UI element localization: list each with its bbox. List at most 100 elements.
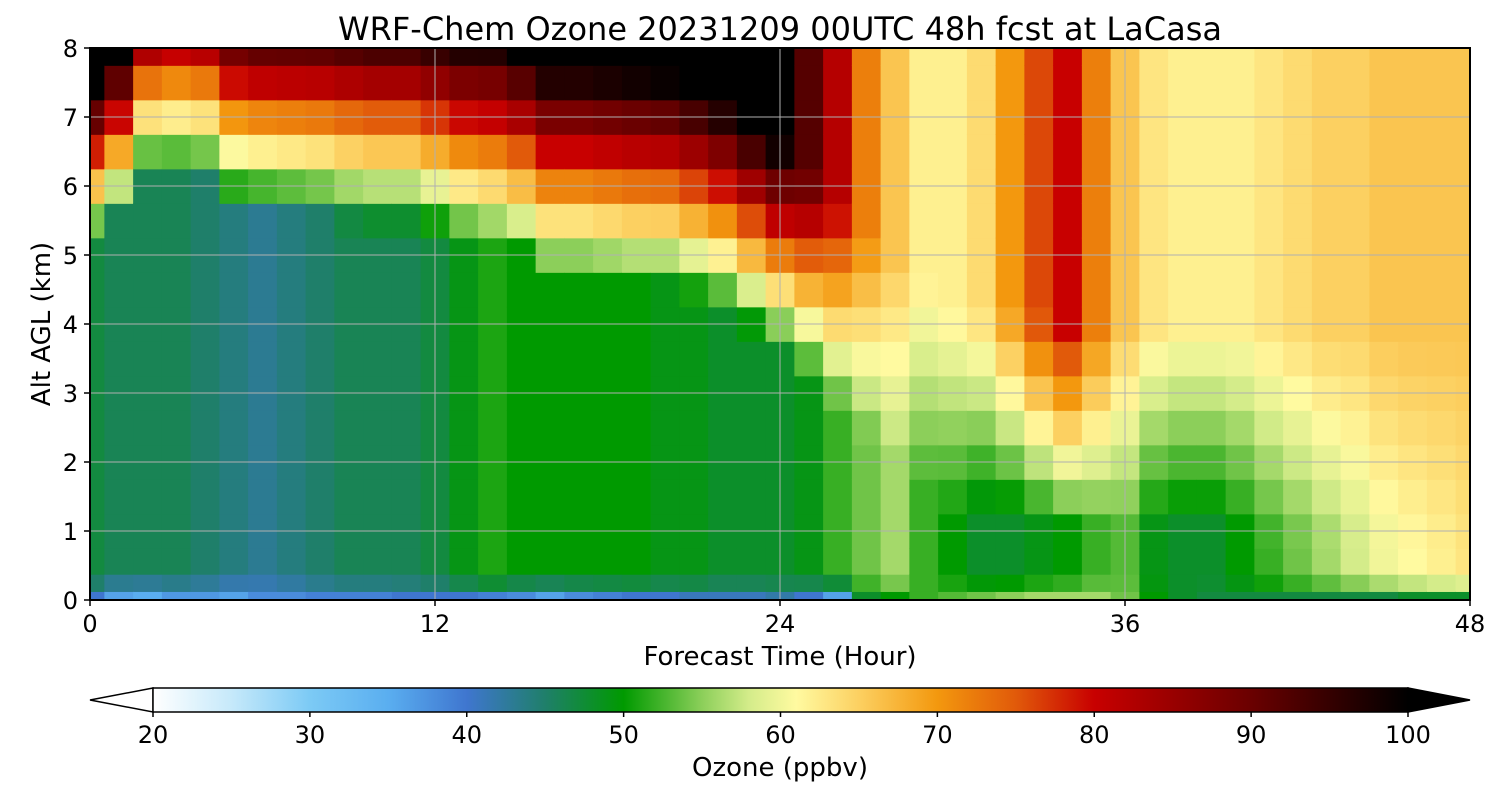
heatmap-cell <box>1139 548 1169 575</box>
heatmap-cell <box>794 479 824 515</box>
heatmap-cell <box>104 203 134 239</box>
heatmap-cell <box>506 134 537 170</box>
heatmap-cell <box>506 410 537 446</box>
heatmap-cell <box>104 272 134 308</box>
heatmap-cell <box>708 479 738 515</box>
heatmap-cell <box>1053 574 1083 592</box>
heatmap-cell <box>449 574 479 592</box>
heatmap-cell <box>1168 410 1198 446</box>
heatmap-cell <box>1225 591 1255 600</box>
heatmap-cell <box>190 48 220 66</box>
heatmap-cell <box>1426 48 1457 66</box>
heatmap-cell <box>305 65 335 101</box>
heatmap-cell <box>535 341 565 377</box>
heatmap-cell <box>938 574 968 592</box>
heatmap-cell <box>219 548 249 575</box>
colorbar-ticks: 20 30 40 50 60 70 80 90 100 <box>138 712 1431 749</box>
heatmap-cell <box>506 203 537 239</box>
heatmap-cell <box>190 203 220 239</box>
heatmap-cell <box>276 479 307 515</box>
heatmap-cell <box>593 65 623 101</box>
heatmap-cell <box>276 410 307 446</box>
heatmap-cell <box>1053 134 1083 170</box>
heatmap-cell <box>161 341 192 377</box>
heatmap-cell <box>621 203 652 239</box>
heatmap-cell <box>391 134 422 170</box>
colorbar-tick-label: 60 <box>765 721 796 749</box>
heatmap-cell <box>1024 134 1054 170</box>
heatmap-cell <box>334 272 364 308</box>
heatmap-cell <box>305 574 335 592</box>
heatmap-cell <box>736 341 767 377</box>
heatmap-cell <box>1311 203 1342 239</box>
heatmap-cell <box>621 479 652 515</box>
heatmap-cell <box>1398 65 1428 101</box>
heatmap-cell <box>449 479 479 515</box>
heatmap-cell <box>564 65 594 101</box>
heatmap-cell <box>219 591 249 600</box>
heatmap-cell <box>1369 65 1399 101</box>
heatmap-cell <box>190 134 220 170</box>
heatmap-cell <box>1340 410 1370 446</box>
heatmap-cell <box>966 574 997 592</box>
heatmap-cell <box>1455 48 1470 66</box>
heatmap-cell <box>880 272 910 308</box>
heatmap-cell <box>334 548 364 575</box>
heatmap-cell <box>449 272 479 308</box>
y-tick-label: 5 <box>63 242 78 270</box>
heatmap-cell <box>995 548 1025 575</box>
heatmap-cell <box>1081 272 1112 308</box>
heatmap-cell <box>679 574 709 592</box>
heatmap-cell <box>679 272 709 308</box>
heatmap-cell <box>1196 479 1227 515</box>
heatmap-cell <box>478 65 508 101</box>
heatmap-cell <box>276 548 307 575</box>
heatmap-cell <box>650 574 680 592</box>
heatmap-cell <box>363 65 393 101</box>
heatmap-cell <box>621 548 652 575</box>
heatmap-cell <box>104 341 134 377</box>
heatmap-cell <box>1283 48 1313 66</box>
heatmap-cell <box>1225 574 1255 592</box>
heatmap-cell <box>133 65 163 101</box>
heatmap-cell <box>1168 574 1198 592</box>
y-tick-label: 8 <box>63 35 78 63</box>
heatmap-cell <box>506 272 537 308</box>
heatmap-cell <box>1340 591 1370 600</box>
heatmap-cell <box>1340 203 1370 239</box>
heatmap-cell <box>248 134 278 170</box>
heatmap-cell <box>506 479 537 515</box>
heatmap-cell <box>823 48 853 66</box>
heatmap-cell <box>621 341 652 377</box>
heatmap-cell <box>1139 134 1169 170</box>
heatmap-cell <box>1053 591 1083 600</box>
heatmap-cell <box>1081 203 1112 239</box>
heatmap-cell <box>1311 548 1342 575</box>
heatmap-cell <box>334 591 364 600</box>
heatmap-cell <box>90 272 105 308</box>
heatmap-cell <box>104 134 134 170</box>
heatmap-cell <box>1311 272 1342 308</box>
heatmap-cell <box>851 591 882 600</box>
heatmap-cell <box>823 203 853 239</box>
heatmap-cell <box>478 341 508 377</box>
heatmap-cell <box>1311 479 1342 515</box>
y-tick-label: 3 <box>63 380 78 408</box>
heatmap-cell <box>1455 410 1470 446</box>
heatmap-cell <box>1398 591 1428 600</box>
heatmap-cell <box>1024 479 1054 515</box>
heatmap-cell <box>621 410 652 446</box>
heatmap-cell <box>535 591 565 600</box>
heatmap-cell <box>851 65 882 101</box>
heatmap-cell <box>593 203 623 239</box>
heatmap-cell <box>1196 341 1227 377</box>
heatmap-cell <box>1455 65 1470 101</box>
heatmap-cell <box>909 410 939 446</box>
heatmap-cell <box>1455 203 1470 239</box>
heatmap-cell <box>1024 65 1054 101</box>
heatmap-cell <box>938 65 968 101</box>
heatmap-cell <box>1455 272 1470 308</box>
heatmap-cell <box>190 479 220 515</box>
heatmap-cell <box>1081 479 1112 515</box>
heatmap-cell <box>1340 272 1370 308</box>
